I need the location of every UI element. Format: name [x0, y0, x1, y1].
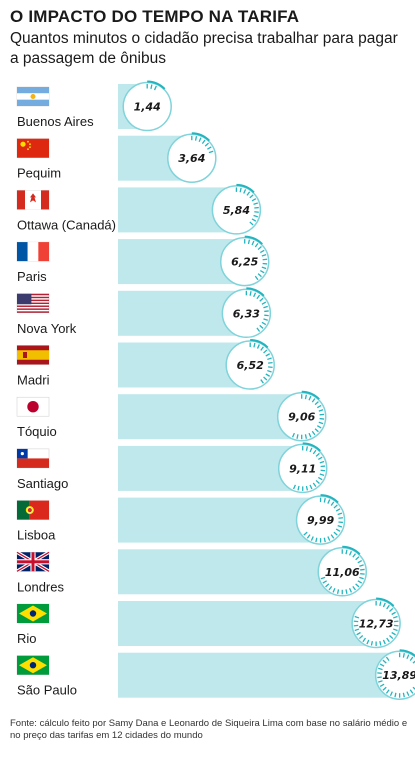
value-badge: 6,52 — [225, 339, 275, 390]
brazil-flag-icon — [16, 655, 50, 675]
city-label: Tóquio — [17, 424, 57, 439]
value-label: 9,99 — [307, 514, 334, 527]
value-badge: 9,11 — [277, 442, 328, 494]
value-label: 6,52 — [237, 359, 264, 372]
bar — [118, 549, 343, 595]
value-badge: 9,99 — [295, 494, 346, 545]
city-label: Nova York — [17, 321, 77, 336]
argentina-flag-icon — [16, 86, 50, 107]
value-label: 12,73 — [359, 618, 394, 631]
city-label: São Paulo — [17, 683, 77, 698]
city-label: Paris — [17, 269, 47, 284]
bar — [118, 497, 321, 543]
value-label: 11,06 — [325, 566, 360, 579]
value-label: 9,06 — [288, 411, 315, 424]
spain-flag-icon — [16, 345, 50, 365]
chart-title: O IMPACTO DO TEMPO NA TARIFA — [10, 7, 300, 26]
value-label: 6,25 — [231, 256, 258, 269]
value-badge: 1,44 — [122, 80, 172, 132]
portugal-flag-icon — [16, 500, 50, 520]
france-flag-icon — [16, 241, 50, 262]
city-label: Lisboa — [17, 528, 56, 543]
bar — [118, 394, 302, 440]
value-label: 3,64 — [178, 152, 205, 165]
bar — [118, 601, 377, 646]
value-badge: 6,25 — [219, 235, 270, 287]
value-badge: 12,73 — [351, 597, 401, 649]
uk-flag-icon — [16, 550, 50, 573]
value-label: 9,11 — [289, 462, 316, 475]
usa-flag-icon — [16, 293, 50, 314]
value-label: 6,33 — [233, 307, 260, 320]
city-label: Santiago — [17, 476, 68, 491]
value-badge: 3,64 — [167, 132, 217, 183]
value-badge: 11,06 — [317, 545, 368, 597]
value-label: 5,84 — [223, 204, 250, 217]
city-label: Ottawa (Canadá) — [17, 217, 116, 232]
value-badge: 5,84 — [211, 183, 262, 235]
canada-flag-icon — [16, 190, 50, 210]
chart-subtitle: Quantos minutos o cidadão precisa trabal… — [10, 30, 398, 67]
source-footnote: Fonte: cálculo feito por Samy Dana e Leo… — [10, 718, 408, 741]
value-badge: 9,06 — [276, 390, 327, 442]
value-label: 13,89 — [382, 669, 415, 682]
city-label: Buenos Aires — [17, 114, 94, 129]
bar — [118, 652, 400, 698]
brazil-flag-icon — [16, 603, 50, 624]
city-label: Madri — [17, 373, 50, 388]
city-label: Londres — [17, 579, 64, 594]
china-flag-icon — [16, 138, 50, 158]
bar — [118, 445, 303, 491]
value-label: 1,44 — [134, 101, 161, 114]
value-badge: 13,89 — [374, 649, 415, 700]
value-badge: 6,33 — [221, 287, 272, 339]
city-label: Rio — [17, 631, 37, 646]
city-label: Pequim — [17, 166, 61, 181]
chile-flag-icon — [16, 448, 50, 469]
japan-flag-icon — [16, 396, 50, 417]
